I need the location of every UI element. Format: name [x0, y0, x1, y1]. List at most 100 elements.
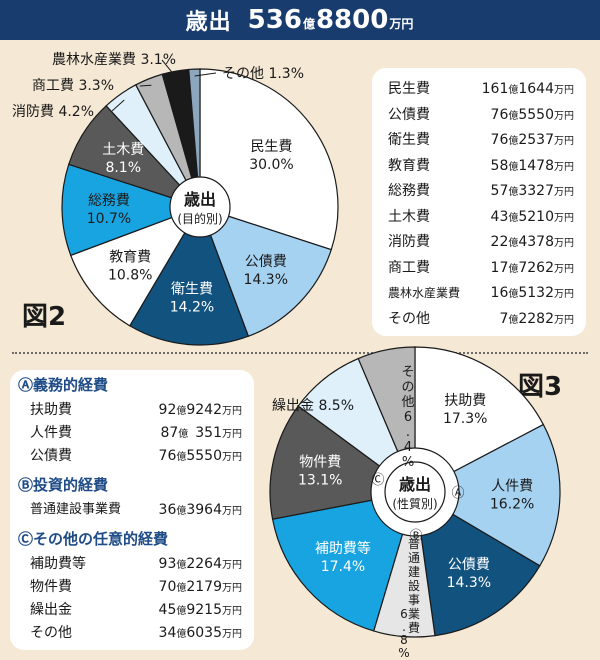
pie-slice: [414, 490, 541, 637]
slice-value-label: 16.2%: [490, 496, 534, 512]
expenditure-row: 総務費 57億3327万円: [388, 178, 574, 204]
category-breakdown-panel: [10, 370, 254, 650]
category-item-value: 92億9242万円: [158, 402, 242, 418]
vertical-char: 普: [408, 537, 420, 551]
pie-slice: [271, 491, 416, 632]
expenditure-value: 43億5210万円: [490, 208, 574, 225]
figure-label-2: 図2: [22, 302, 67, 332]
category-item-name: 扶助費: [30, 402, 72, 418]
vertical-char: 6: [400, 607, 408, 621]
category-title: Ⓐ義務的経費: [18, 376, 109, 394]
slice-value-label: 17.4%: [321, 559, 365, 575]
expenditure-name: 公債費: [388, 106, 430, 123]
slice-name-label: 物件費: [299, 455, 341, 471]
expenditure-name: 民生費: [388, 81, 430, 97]
slice-value-label: 8.1%: [105, 160, 141, 176]
vertical-char: %: [402, 455, 414, 470]
expenditure-value: 161億1644万円: [481, 81, 574, 97]
expenditure-name: 土木費: [388, 208, 430, 225]
pie-center-subtitle: (性質別): [392, 496, 437, 511]
expenditure-value: 76億5550万円: [490, 106, 574, 123]
slice-name-label: 公債費: [448, 557, 490, 573]
category-row: 普通建設事業費 36億3964万円: [30, 499, 242, 521]
category-item-value: 76億5550万円: [158, 448, 242, 464]
category-item-value: 34億6035万円: [158, 625, 242, 641]
vertical-char: .: [402, 620, 406, 634]
category-item-name: 補助費等: [30, 556, 86, 572]
vertical-char: 他: [401, 395, 414, 410]
expenditure-name: 衛生費: [388, 132, 430, 148]
leader-line: [111, 99, 125, 112]
pie-center: [384, 461, 446, 523]
vertical-char: .: [406, 425, 410, 440]
group-marker: Ⓑ: [409, 529, 422, 544]
slice-value-label: 30.0%: [249, 157, 293, 173]
category-item-value: 93億2264万円: [158, 556, 242, 572]
expenditure-row: 商工費 17億7262万円: [388, 255, 574, 281]
slice-name-label: 民生費: [250, 139, 292, 155]
expenditure-name: 商工費: [388, 259, 430, 276]
vertical-char: 設: [408, 578, 420, 593]
pie-center-subtitle: (目的別): [177, 211, 222, 226]
vertical-char: 8: [400, 633, 408, 647]
slice-name-label: 人件費: [491, 478, 533, 494]
category-title: Ⓒその他の任意的経費: [18, 530, 169, 548]
vertical-char: 4: [404, 440, 412, 455]
slice-value-label: 14.3%: [447, 575, 491, 591]
pie-slice: [188, 68, 201, 208]
expenditure-name: 教育費: [388, 157, 430, 174]
slice-name-label: 総務費: [88, 193, 130, 209]
category-item-name: その他: [30, 625, 72, 641]
slice-value-label: 17.3%: [443, 411, 487, 427]
pie-slice: [413, 423, 561, 567]
expenditure-row: 民生費 161億1644万円: [388, 76, 574, 102]
vertical-char: 費: [408, 620, 420, 635]
category-item-name: 公債費: [30, 448, 72, 464]
category-item-name: 物件費: [30, 579, 72, 595]
slice-outside-label: 繰出金 8.5%: [272, 398, 354, 414]
title-banner: 歳出 536億8800万円: [0, 0, 600, 40]
category-row: 扶助費 92億9242万円: [30, 399, 242, 421]
banner-title: 歳出: [185, 10, 232, 35]
pie-center: [169, 176, 231, 238]
slice-outside-label: その他 1.3%: [222, 66, 304, 82]
vertical-char: %: [398, 646, 409, 660]
category-row: その他 34億6035万円: [30, 622, 242, 644]
group-marker: Ⓐ: [451, 486, 464, 501]
slice-outside-label: 消防費 4.2%: [12, 104, 94, 120]
pie-center-title: 歳出: [399, 475, 431, 494]
expenditure-name: 消防費: [388, 234, 430, 250]
slice-vertical-label: 普通建設事業費: [408, 537, 420, 635]
expenditure-row: 消防費 22億4378万円: [388, 229, 574, 255]
vertical-char: 通: [408, 551, 420, 565]
slice-value-label: 14.2%: [170, 300, 214, 316]
slice-name-label: 教育費: [109, 249, 151, 265]
expenditure-row: 土木費 43億5210万円: [388, 204, 574, 230]
total-main: 536: [247, 5, 302, 35]
category-row: 補助費等 93億2264万円: [30, 553, 242, 575]
category-item-name: 繰出金: [30, 602, 72, 618]
category-item-value: 70億2179万円: [158, 579, 242, 595]
vertical-char: の: [401, 380, 414, 395]
leader-line: [194, 72, 217, 77]
slice-name-label: 補助費等: [315, 540, 371, 557]
slice-name-label: 衛生費: [171, 282, 213, 298]
slice-value-label: 14.3%: [244, 272, 288, 288]
expenditure-name: その他: [388, 310, 430, 327]
pie-slice: [61, 163, 202, 257]
expenditure-table-panel: [372, 68, 586, 336]
expenditure-name: 総務費: [388, 183, 430, 199]
slice-outside-label: 農林水産業費 3.1%: [52, 52, 176, 68]
vertical-char: 業: [408, 607, 420, 621]
total-sub: 8800: [315, 5, 389, 35]
category-item-value: 36億3964万円: [158, 502, 242, 518]
vertical-char: 6: [404, 410, 412, 425]
pie-slice: [128, 205, 250, 346]
slice-name-label: 扶助費: [444, 393, 486, 409]
category-row: 人件費 87億 351万円: [30, 422, 242, 444]
category-item-name: 人件費: [30, 425, 72, 441]
vertical-char: 建: [408, 565, 420, 579]
pie-center-title: 歳出: [184, 190, 216, 209]
section-divider: [12, 352, 588, 354]
